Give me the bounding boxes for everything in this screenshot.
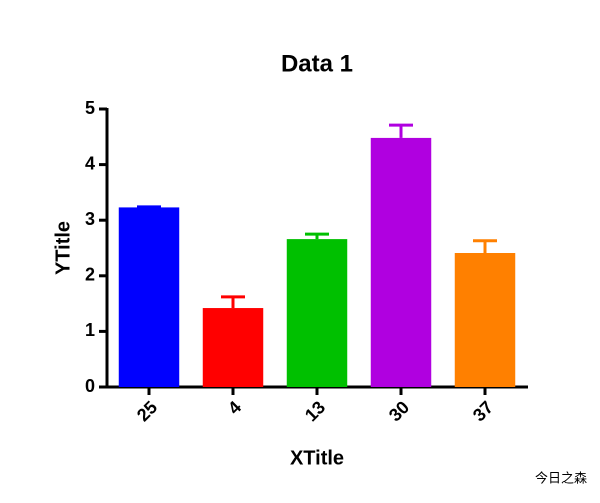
y-tick-label: 3 xyxy=(85,209,95,229)
x-tick-label: 30 xyxy=(385,397,413,425)
y-tick-label: 0 xyxy=(85,376,95,396)
x-tick-label: 4 xyxy=(224,397,245,418)
y-tick-label: 5 xyxy=(85,98,95,118)
y-axis-title: YTitle xyxy=(52,221,74,275)
bar xyxy=(118,207,180,387)
bar xyxy=(454,253,516,387)
bar xyxy=(370,137,432,387)
y-tick-label: 1 xyxy=(85,320,95,340)
x-tick-label: 13 xyxy=(301,397,329,425)
x-axis-title: XTitle xyxy=(290,447,344,469)
chart-title: Data 1 xyxy=(281,50,353,77)
x-tick-label: 37 xyxy=(469,397,497,425)
x-tick-label: 25 xyxy=(133,397,161,425)
y-tick-label: 4 xyxy=(85,153,95,173)
bar xyxy=(202,308,264,387)
y-tick-label: 2 xyxy=(85,265,95,285)
bar xyxy=(286,239,348,387)
watermark: 今日之森 xyxy=(535,470,587,485)
